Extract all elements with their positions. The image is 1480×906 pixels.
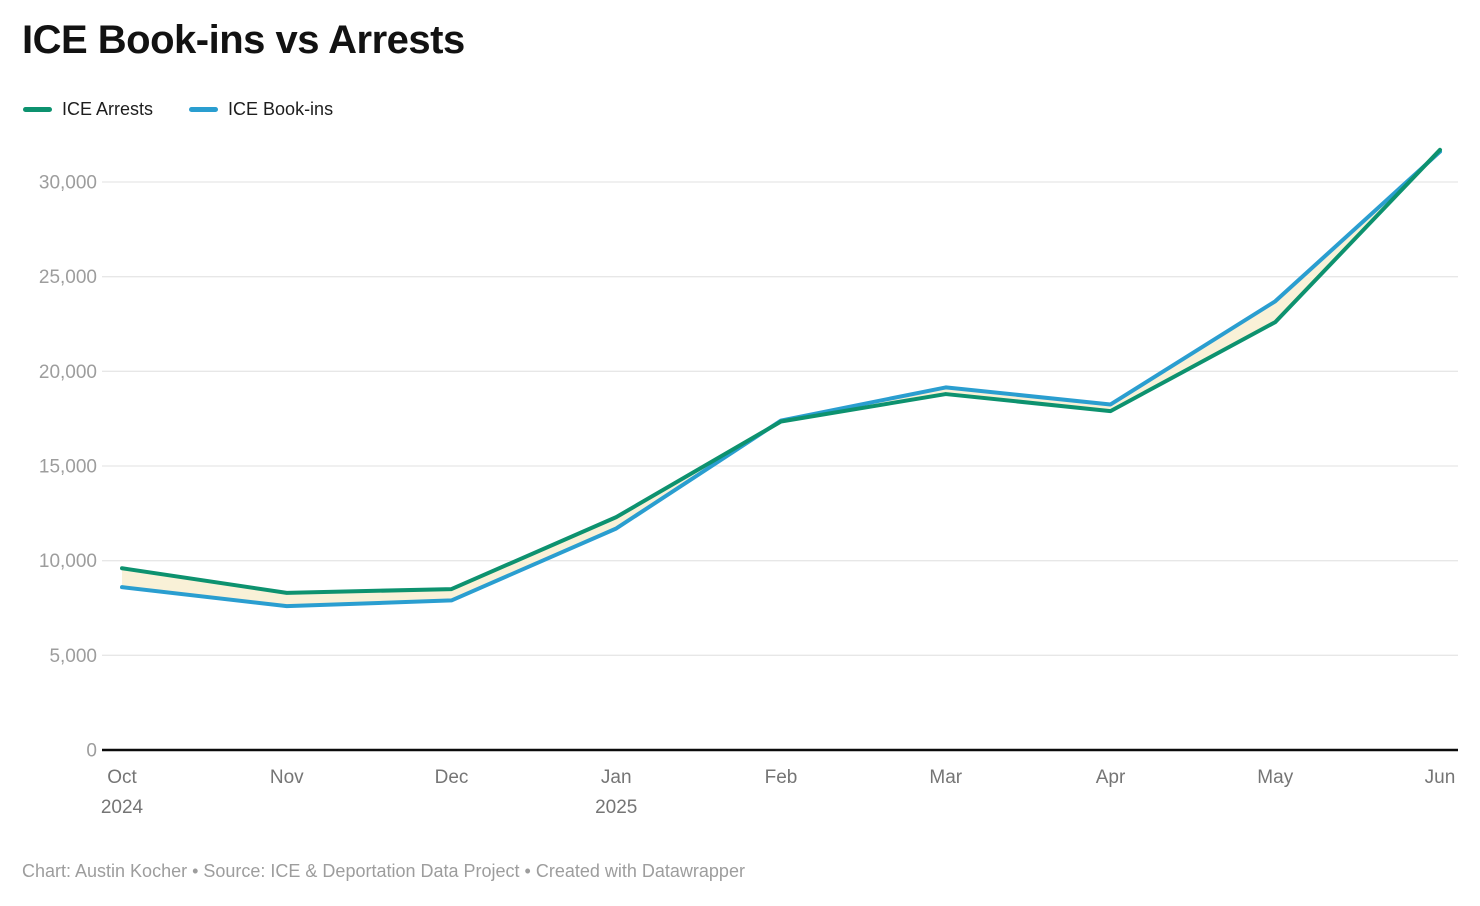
- y-tick-label: 10,000: [39, 551, 97, 572]
- y-tick-label: 5,000: [49, 646, 97, 667]
- bookins-legend-label: ICE Book-ins: [228, 99, 334, 119]
- y-tick-label: 30,000: [39, 173, 97, 194]
- arrests-line-swatch-icon: [23, 107, 52, 112]
- x-tick-label: Dec: [435, 767, 469, 788]
- chart-title: ICE Book-ins vs Arrests: [22, 18, 465, 62]
- legend: ICE Arrests ICE Book-ins: [23, 99, 333, 120]
- y-tick-label: 20,000: [39, 362, 97, 383]
- x-tick-year-label: 2025: [595, 797, 637, 818]
- y-tick-label: 0: [86, 741, 97, 762]
- legend-item-bookins: ICE Book-ins: [189, 99, 333, 120]
- x-tick-label: Jun: [1425, 767, 1456, 788]
- legend-item-arrests: ICE Arrests: [23, 99, 153, 120]
- y-tick-label: 15,000: [39, 457, 97, 478]
- x-tick-label: Nov: [270, 767, 304, 788]
- y-tick-label: 25,000: [39, 267, 97, 288]
- bookins-line[interactable]: [120, 149, 1442, 609]
- bookins-line-swatch-icon: [189, 107, 219, 112]
- x-tick-label: Apr: [1096, 767, 1126, 788]
- x-axis-labels: Oct 2024 Nov Dec Jan 2025 Feb Mar Apr May Jun: [101, 767, 1455, 818]
- x-tick-label: Jan: [601, 767, 632, 788]
- x-tick-year-label: 2024: [101, 797, 144, 818]
- x-tick-label: Feb: [765, 767, 798, 788]
- area-between-lines: [122, 149, 1440, 607]
- arrests-legend-label: ICE Arrests: [62, 99, 154, 119]
- gridlines: [102, 181, 1458, 752]
- arrests-line[interactable]: [120, 147, 1442, 595]
- x-tick-label: Mar: [929, 767, 962, 788]
- x-tick-label: May: [1257, 767, 1293, 788]
- chart-footer: Chart: Austin Kocher • Source: ICE & Dep…: [22, 861, 745, 881]
- x-tick-label: Oct: [107, 767, 137, 788]
- y-axis-labels: 0 5,000 10,000 15,000 20,000 25,000 30,000: [39, 173, 97, 762]
